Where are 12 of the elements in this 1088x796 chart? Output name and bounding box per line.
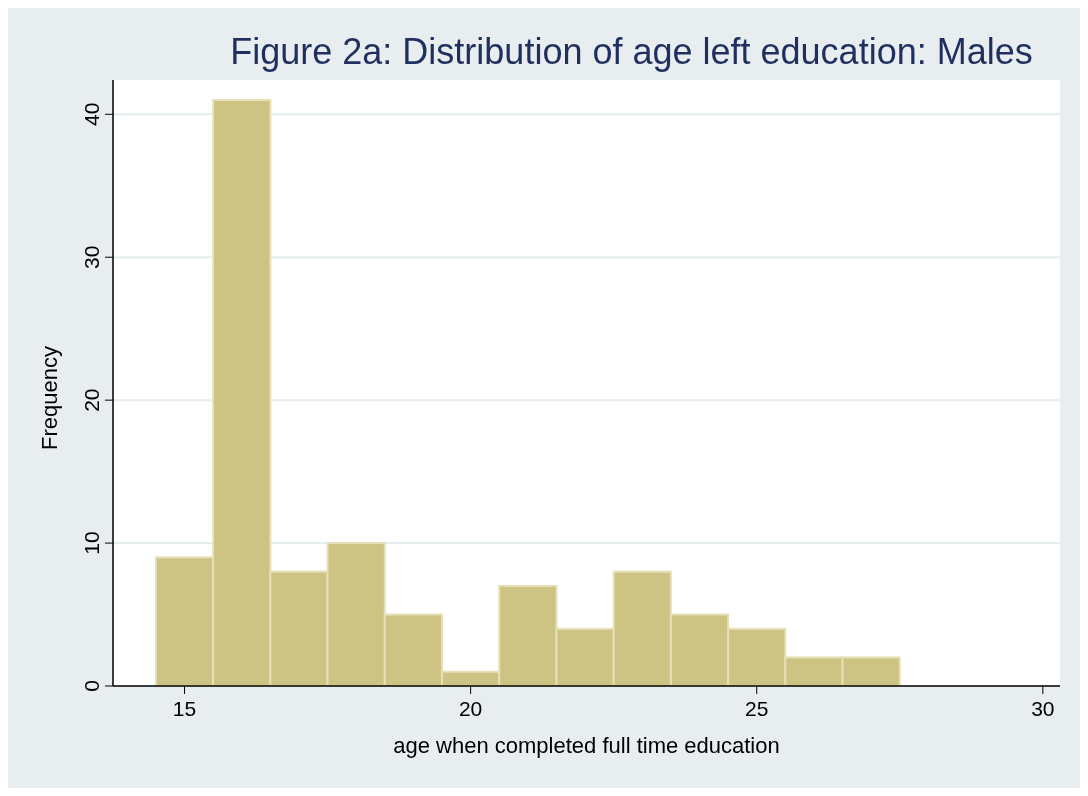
x-tick-label: 30 — [1031, 697, 1055, 720]
y-axis-title: Frequency — [37, 346, 62, 450]
chart-title: Figure 2a: Distribution of age left education: Males — [230, 31, 1033, 72]
y-tick-label: 0 — [80, 680, 103, 692]
x-tick-label: 15 — [172, 697, 197, 720]
y-tick-label: 40 — [80, 102, 103, 126]
x-axis-title: age when completed full time education — [393, 733, 780, 758]
x-tick-label: 20 — [458, 697, 483, 720]
y-tick-label: 30 — [80, 245, 103, 269]
x-tick-label: 25 — [745, 697, 769, 720]
y-tick-label: 10 — [80, 531, 103, 555]
y-tick-label: 20 — [80, 388, 103, 412]
